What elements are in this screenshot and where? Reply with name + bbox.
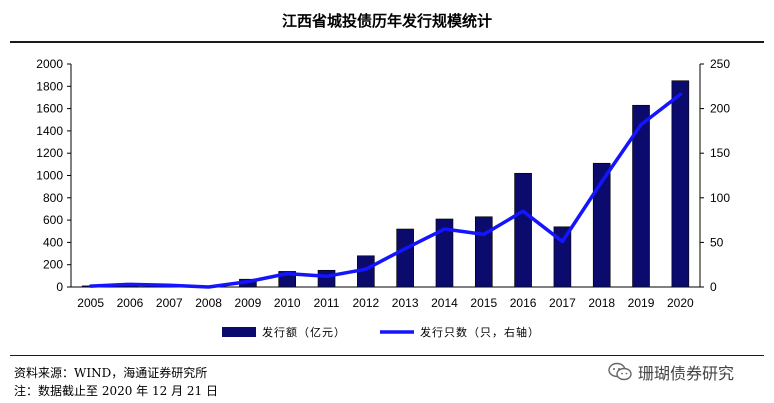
bar (592, 162, 611, 288)
bar (317, 269, 336, 288)
source-note: 资料来源：WIND，海通证券研究所 (14, 366, 208, 380)
left-tick-label: 1600 (36, 102, 63, 116)
legend-line-label: 发行只数（只，右轴） (420, 325, 540, 339)
bar (553, 226, 572, 288)
legend-bar-swatch (222, 327, 256, 337)
watermark: 珊瑚债券研究 (608, 360, 734, 384)
x-tick-label: 2016 (510, 296, 537, 310)
right-tick-label: 50 (710, 235, 724, 249)
x-tick-label: 2015 (470, 296, 497, 310)
left-tick-label: 1000 (36, 169, 63, 183)
left-tick-label: 800 (43, 191, 63, 205)
x-tick-label: 2020 (667, 296, 694, 310)
left-tick-label: 2000 (36, 57, 63, 71)
x-tick-label: 2008 (195, 296, 222, 310)
x-tick-label: 2007 (156, 296, 183, 310)
left-tick-label: 1800 (36, 79, 63, 93)
issuance-chart: 0 200 400 600 800 1000 1200 1400 1600 1800 2000 0 50… (36, 57, 730, 339)
right-tick-label: 250 (710, 57, 730, 71)
x-tick-label: 2017 (549, 296, 576, 310)
left-tick-label: 600 (43, 213, 63, 227)
right-tick-label: 0 (710, 280, 717, 294)
left-tick-label: 1400 (36, 124, 63, 138)
bar (671, 80, 690, 288)
wechat-icon (608, 362, 632, 381)
x-tick-label: 2014 (431, 296, 458, 310)
left-tick-label: 1200 (36, 146, 63, 160)
count-line (88, 92, 683, 289)
bar (474, 216, 493, 288)
watermark-text: 珊瑚债券研究 (638, 364, 735, 383)
title-divider (10, 41, 764, 43)
left-tick-label: 400 (43, 235, 63, 249)
bar (396, 228, 414, 288)
left-tick-label: 200 (43, 258, 63, 272)
right-tick-label: 200 (710, 102, 730, 116)
bar (632, 104, 650, 288)
legend-bar-label: 发行额（亿元） (262, 325, 346, 339)
x-tick-label: 2009 (235, 296, 262, 310)
x-tick-label: 2013 (392, 296, 419, 310)
x-tick-label: 2010 (274, 296, 301, 310)
bar (514, 172, 532, 288)
x-tick-label: 2005 (77, 296, 104, 310)
right-tick-label: 150 (710, 146, 730, 160)
left-tick-label: 0 (56, 280, 63, 294)
x-tick-label: 2012 (352, 296, 379, 310)
x-tick-label: 2018 (588, 296, 615, 310)
x-tick-label: 2019 (628, 296, 655, 310)
right-tick-label: 100 (710, 191, 730, 205)
footer-divider (10, 355, 764, 356)
x-tick-label: 2011 (314, 296, 340, 310)
bar (435, 218, 454, 288)
x-tick-label: 2006 (117, 296, 144, 310)
date-note: 注：数据截止至 2020 年 12 月 21 日 (14, 384, 218, 398)
chart-title: 江西省城投债历年发行规模统计 (281, 12, 492, 30)
